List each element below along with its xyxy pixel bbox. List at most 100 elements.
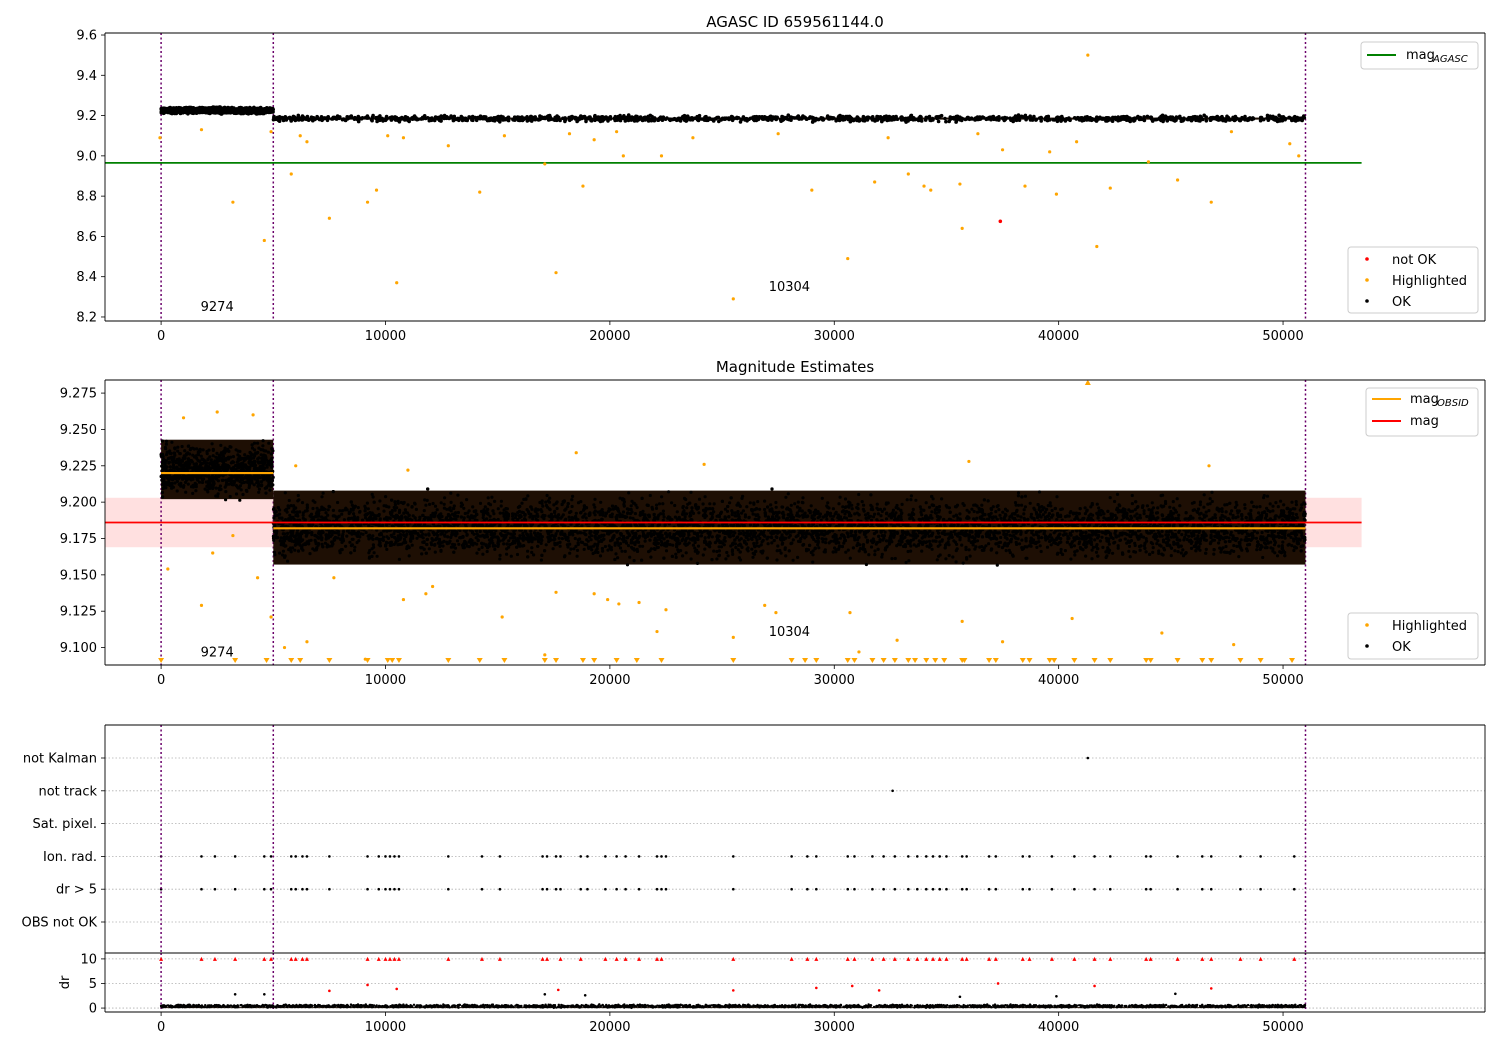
ok-point [191,485,195,489]
ok-point [194,483,198,487]
ok-point [345,115,350,119]
highlighted-point [958,182,962,186]
ok-point [665,116,669,120]
ok-point [633,118,637,123]
ok-point [593,113,597,118]
x-tick-label: 40000 [1038,329,1079,344]
ok-point [821,118,826,122]
ok-point [856,117,860,122]
ok-point [231,460,235,464]
highlighted-point [262,238,266,243]
ok-point [211,480,215,485]
ok-point [1008,116,1012,120]
ok-point [246,476,250,480]
ok-point [256,484,260,488]
ok-point [220,459,225,463]
ok-point [315,114,319,119]
highlighted-point [1075,140,1079,144]
ok-point [159,454,163,458]
ok-point [388,115,393,120]
ok-point [1142,118,1147,123]
ok-point [217,486,221,490]
ok-point [810,120,815,124]
ok-point [748,116,753,121]
ok-point [203,487,207,491]
ok-point [587,115,592,119]
ok-point [861,114,866,119]
ok-point [234,448,238,452]
ok-point [244,480,249,484]
ok-point [199,462,203,466]
ok-point [206,457,210,461]
ok-point [657,116,662,121]
ok-point [190,460,194,464]
ok-point [738,120,743,124]
ok-point [540,115,544,119]
ok-points [159,439,275,502]
ok-point [274,117,279,121]
ok-point [1234,116,1239,121]
ok-point [266,108,270,112]
ok-point [1179,119,1184,123]
ok-point [834,119,838,123]
ok-point [377,116,382,120]
highlighted-point [960,226,964,230]
ok-point [1014,118,1019,123]
ok-point [1294,512,1298,517]
ok-point [900,117,905,122]
ok-point [247,482,251,486]
y-tick-label: 8.8 [76,190,97,205]
chart-title: Magnitude Estimates [716,358,874,376]
ok-point [338,115,342,119]
ok-point [164,442,168,446]
ok-point [1125,115,1130,120]
ok-point [215,451,219,455]
ok-point [470,114,475,119]
ok-point [531,115,535,120]
ok-point [256,467,260,471]
ok-point [949,116,954,120]
ok-point [209,458,213,462]
ok-point [265,485,269,489]
ok-point [484,115,488,119]
ok-point [369,117,374,122]
ok-point [530,546,534,550]
ok-point [752,115,757,119]
ok-point [1208,116,1213,120]
highlighted-point [615,130,619,134]
ok-point [214,486,218,490]
highlighted-point [305,140,309,144]
ok-point [208,481,212,486]
x-tick-label: 10000 [365,329,406,344]
ok-point [1069,557,1073,561]
ok-point [1202,113,1206,118]
highlighted-point [269,130,273,134]
ok-point [864,535,868,539]
ok-point [284,116,288,120]
ok-point [224,498,228,502]
ok-point [228,494,232,499]
ok-point [545,493,549,498]
ok-point [1231,117,1235,122]
ok-point [455,539,460,543]
ok-point [200,466,204,470]
ok-point [277,115,282,119]
ok-point [216,494,220,498]
highlighted-point [1175,178,1180,182]
ok-point [198,450,202,454]
ok-point [1098,115,1102,120]
ok-point [414,507,418,511]
ok-point [757,115,762,119]
ok-point [171,485,175,489]
ok-point [310,117,314,122]
ok-point [879,117,884,121]
ok-point [719,118,723,122]
ok-point [343,118,348,123]
ok-point [862,119,867,123]
ok-point [745,117,750,121]
ok-point [1118,118,1123,122]
ok-point [1106,116,1110,120]
ok-point [238,449,242,453]
ok-point [617,116,622,120]
ok-point [181,465,185,469]
